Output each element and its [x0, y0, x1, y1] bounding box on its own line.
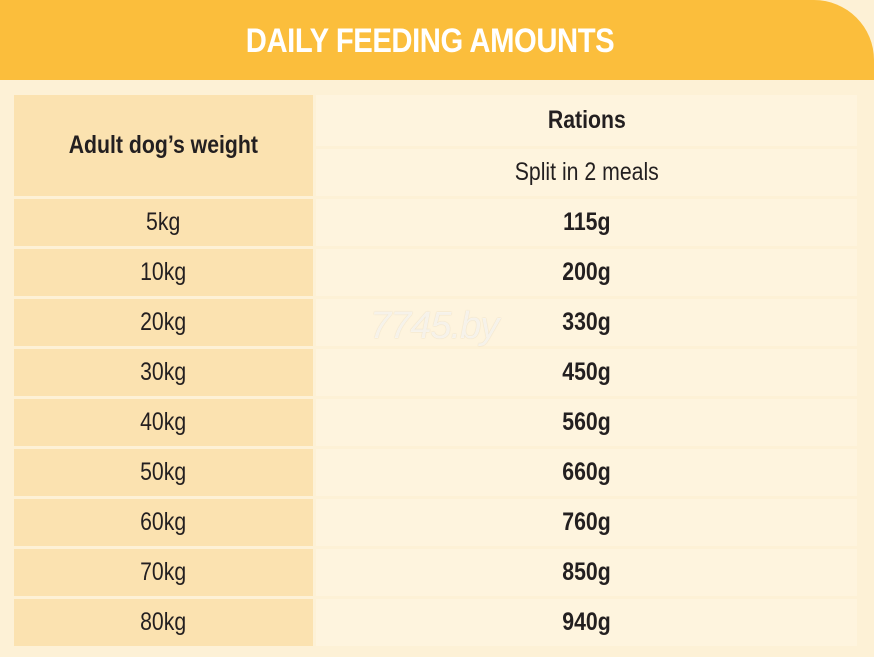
weight-cell: 80kg: [14, 599, 313, 646]
ration-cell: 760g: [316, 499, 857, 546]
weight: 5kg: [146, 208, 181, 236]
title: DAILY FEEDING AMOUNTS: [245, 22, 615, 60]
weight: 80kg: [140, 608, 187, 636]
ration-cell: 560g: [316, 399, 857, 446]
ration-cell: 115g: [316, 199, 857, 246]
ration: 940g: [562, 608, 611, 636]
weight-header-cell: Adult dog’s weight: [14, 95, 313, 196]
weight-cell: 60kg: [14, 499, 313, 546]
weight-cell: 10kg: [14, 249, 313, 296]
weight: 30kg: [140, 358, 187, 386]
rations-header-cell: Rations: [316, 95, 857, 146]
weight: 50kg: [140, 458, 187, 486]
weight-cell: 70kg: [14, 549, 313, 596]
weight-header: Adult dog’s weight: [68, 131, 259, 159]
weight-cell: 5kg: [14, 199, 313, 246]
ration-cell: 660g: [316, 449, 857, 496]
weight-cell: 30kg: [14, 349, 313, 396]
ration: 850g: [562, 558, 611, 586]
weight: 70kg: [140, 558, 187, 586]
subheader-cell: Split in 2 meals: [316, 149, 857, 196]
ration-cell: 200g: [316, 249, 857, 296]
weight-cell: 40kg: [14, 399, 313, 446]
ration-cell: 450g: [316, 349, 857, 396]
weight-cell: 20kg: [14, 299, 313, 346]
watermark: 7745.by: [370, 305, 499, 347]
ration: 760g: [562, 508, 611, 536]
ration-cell: 940g: [316, 599, 857, 646]
weight: 60kg: [140, 508, 187, 536]
rations-header: Rations: [547, 106, 626, 134]
ration-cell: 330g: [316, 299, 857, 346]
weight: 10kg: [140, 258, 187, 286]
ration: 660g: [562, 458, 611, 486]
header-banner: [0, 0, 874, 80]
weight: 40kg: [140, 408, 187, 436]
subheader: Split in 2 meals: [514, 158, 659, 186]
ration: 330g: [562, 308, 611, 336]
ration-cell: 850g: [316, 549, 857, 596]
ration: 115g: [562, 208, 611, 236]
ration: 200g: [562, 258, 611, 286]
weight-cell: 50kg: [14, 449, 313, 496]
ration: 560g: [562, 408, 611, 436]
ration: 450g: [562, 358, 611, 386]
weight: 20kg: [140, 308, 187, 336]
